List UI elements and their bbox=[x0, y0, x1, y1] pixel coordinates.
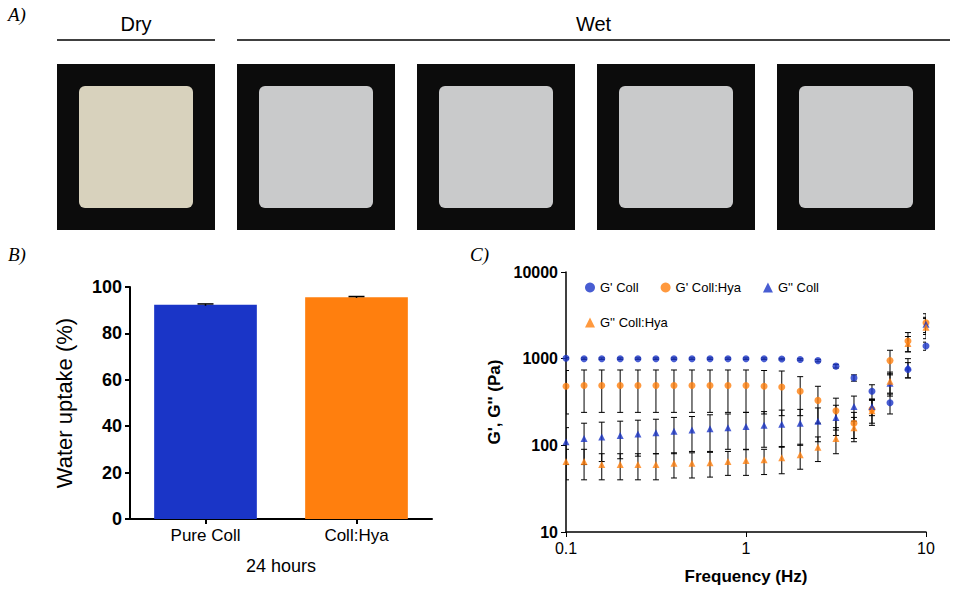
svg-text:40: 40 bbox=[102, 416, 122, 436]
svg-text:100: 100 bbox=[531, 437, 558, 454]
svg-text:0: 0 bbox=[112, 509, 122, 529]
svg-text:G'' Coll:Hya: G'' Coll:Hya bbox=[600, 315, 669, 330]
svg-text:Frequency (Hz): Frequency (Hz) bbox=[685, 567, 808, 586]
svg-text:G'' Coll: G'' Coll bbox=[778, 280, 819, 295]
svg-text:G' Coll: G' Coll bbox=[600, 280, 639, 295]
svg-text:Coll:Hya: Coll:Hya bbox=[324, 526, 389, 545]
html-text:C): C) bbox=[470, 244, 489, 265]
svg-text:1000: 1000 bbox=[522, 350, 558, 367]
svg-text:G', G'' (Pa): G', G'' (Pa) bbox=[485, 360, 504, 445]
svg-text:Dry: Dry bbox=[120, 13, 151, 35]
svg-text:Water uptake (%): Water uptake (%) bbox=[52, 318, 77, 488]
svg-text:1: 1 bbox=[742, 540, 751, 557]
svg-text:Wet: Wet bbox=[576, 13, 612, 35]
html-text:A): A) bbox=[8, 4, 26, 25]
svg-text:G' Coll:Hya: G' Coll:Hya bbox=[676, 280, 742, 295]
html-text:B): B) bbox=[8, 244, 26, 265]
svg-text:10000: 10000 bbox=[514, 264, 559, 281]
svg-text:60: 60 bbox=[102, 370, 122, 390]
svg-text:0.1: 0.1 bbox=[555, 540, 577, 557]
svg-text:10: 10 bbox=[917, 540, 935, 557]
svg-text:100: 100 bbox=[92, 277, 122, 297]
svg-text:Pure Coll: Pure Coll bbox=[171, 526, 241, 545]
svg-text:80: 80 bbox=[102, 323, 122, 343]
svg-text:10: 10 bbox=[540, 524, 558, 541]
svg-text:20: 20 bbox=[102, 463, 122, 483]
svg-text:24 hours: 24 hours bbox=[246, 556, 316, 576]
